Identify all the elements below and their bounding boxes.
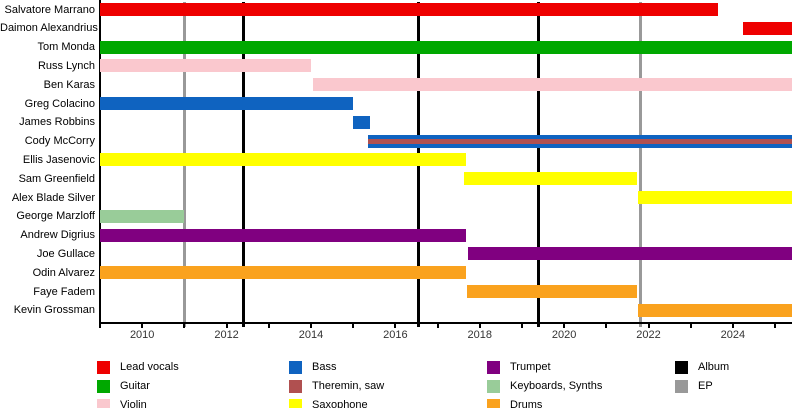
member-label: Alex Blade Silver [11,191,95,204]
theremin-saw-stripe [367,138,792,144]
member-label: Faye Fadem [33,285,95,298]
member-label: Tom Monda [37,41,95,54]
member-tenure-bar [313,78,792,92]
year-tick [436,324,439,328]
member-label: Ben Karas [43,78,95,91]
legend-color-swatch [97,380,110,393]
member-tenure-bar [100,40,792,54]
x-axis-line [99,322,792,324]
legend-color-swatch [675,380,688,393]
year-tick [183,324,186,328]
member-tenure-bar [367,134,792,148]
year-tick [563,324,566,328]
member-tenure-bar [637,191,792,204]
album-release-line [537,2,541,327]
legend-color-swatch [97,361,110,374]
member-label: James Robbins [19,116,95,129]
year-tick [478,324,481,328]
member-tenure-bar [743,21,792,35]
year-tick [141,324,144,328]
member-tenure-bar [100,228,467,242]
year-tick-label: 2020 [551,329,577,341]
legend-color-swatch [487,399,500,408]
year-tick [774,324,777,328]
year-tick [99,324,101,328]
legend-color-swatch [289,399,302,408]
member-tenure-bar [467,247,792,261]
year-tick [520,324,523,328]
year-tick [689,324,692,328]
legend-label: Keyboards, Synths [510,380,603,392]
member-tenure-bar [353,115,371,129]
member-label: Daimon Alexandrius [0,22,98,35]
member-tenure-bar [100,97,354,110]
legend-label: Guitar [120,380,150,392]
year-tick [352,324,355,328]
year-tick [605,324,608,328]
year-tick [394,324,397,328]
member-label: Kevin Grossman [13,304,95,317]
year-tick-label: 2018 [467,329,492,341]
legend-label: Violin [120,399,147,408]
legend-label: Trumpet [510,361,551,373]
legend-label: Theremin, saw [312,380,385,392]
member-label: Odin Alvarez [32,266,95,279]
member-tenure-bar [100,59,311,73]
member-label: Ellis Jasenovic [22,153,95,166]
member-label: Cody McCorry [24,135,95,148]
member-label: Joe Gullace [36,247,95,260]
legend-label: Drums [510,399,543,408]
legend-color-swatch [675,361,688,374]
year-tick [731,324,734,328]
legend-color-swatch [487,361,500,374]
legend-label: EP [698,380,713,392]
legend-label: Saxophone [312,399,368,408]
year-tick-label: 2012 [214,329,239,341]
legend-color-swatch [487,380,500,393]
member-label: Andrew Digrius [20,229,95,242]
legend-label: Bass [312,361,337,373]
member-tenure-bar [100,153,467,167]
member-label: Sam Greenfield [18,172,95,185]
member-tenure-bar [100,209,185,223]
member-tenure-bar [100,266,467,280]
year-tick-label: 2016 [383,329,408,341]
ep-release-line [639,2,643,327]
year-tick-label: 2010 [129,329,155,341]
member-tenure-bar [100,3,719,16]
year-tick [647,324,650,328]
member-label: George Marzloff [16,210,95,223]
member-label: Salvatore Marrano [4,3,96,16]
legend-color-swatch [97,399,110,408]
legend-label: Album [698,361,730,373]
year-tick [225,324,228,328]
year-tick-label: 2022 [636,329,661,341]
member-label: Greg Colacino [24,97,95,110]
year-tick [309,324,312,328]
year-tick [267,324,270,328]
legend-label: Lead vocals [120,361,179,373]
legend-color-swatch [289,380,302,393]
legend-color-swatch [289,361,302,374]
member-tenure-bar [637,303,792,317]
member-tenure-bar [464,172,638,186]
member-label: Russ Lynch [37,59,95,72]
member-tenure-bar [467,285,638,298]
year-tick-label: 2014 [298,329,324,341]
year-tick-label: 2024 [720,329,746,341]
